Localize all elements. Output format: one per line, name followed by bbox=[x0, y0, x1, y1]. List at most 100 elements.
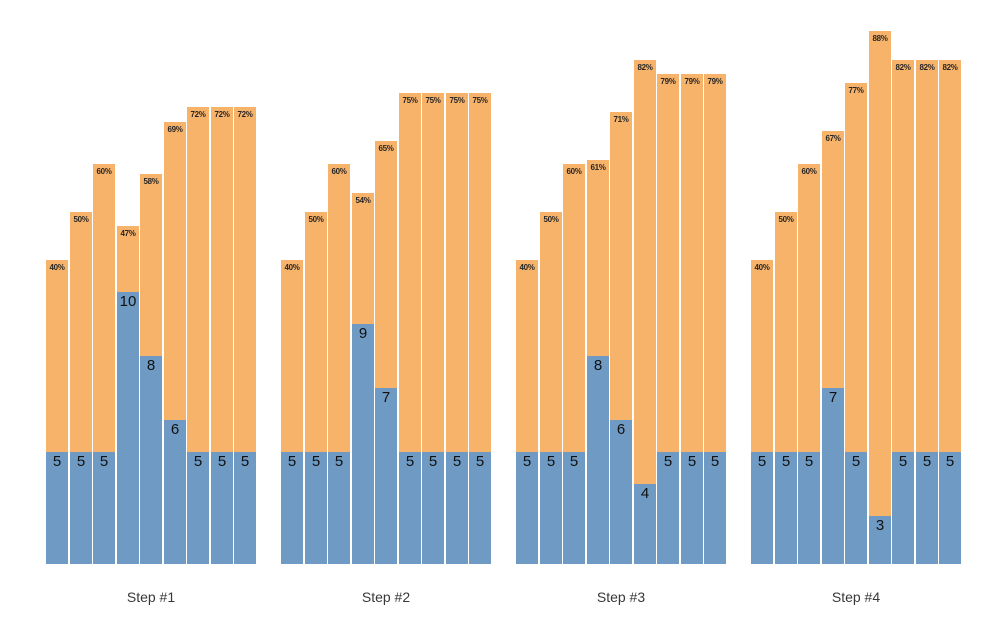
stacked-bar: 69% 6 bbox=[164, 122, 186, 564]
blue-segment: 5 bbox=[798, 452, 820, 564]
pct-label: 58% bbox=[143, 177, 159, 186]
pct-label: 60% bbox=[566, 167, 582, 176]
blue-value-label: 5 bbox=[240, 453, 250, 470]
stacked-bar: 65% 7 bbox=[375, 141, 397, 564]
blue-value-label: 5 bbox=[76, 453, 86, 470]
stacked-bar: 60% 5 bbox=[798, 164, 820, 564]
pct-label: 50% bbox=[308, 215, 324, 224]
blue-segment: 5 bbox=[446, 452, 468, 564]
pct-label: 75% bbox=[449, 96, 465, 105]
blue-segment: 5 bbox=[540, 452, 562, 564]
stacked-bar: 60% 5 bbox=[563, 164, 585, 564]
blue-segment: 5 bbox=[516, 452, 538, 564]
stacked-bar: 54% 9 bbox=[352, 193, 374, 564]
blue-segment: 6 bbox=[610, 420, 632, 564]
blue-segment: 5 bbox=[46, 452, 68, 564]
pct-label: 72% bbox=[237, 110, 253, 119]
blue-segment: 10 bbox=[117, 292, 139, 564]
blue-value-label: 5 bbox=[546, 453, 556, 470]
blue-segment: 5 bbox=[70, 452, 92, 564]
blue-segment: 5 bbox=[916, 452, 938, 564]
pct-label: 69% bbox=[167, 125, 183, 134]
blue-segment: 5 bbox=[939, 452, 961, 564]
pct-label: 50% bbox=[73, 215, 89, 224]
blue-segment: 5 bbox=[328, 452, 350, 564]
stacked-bar: 40% 5 bbox=[751, 260, 773, 564]
step-label: Step #4 bbox=[831, 589, 881, 605]
blue-segment: 5 bbox=[187, 452, 209, 564]
pct-label: 82% bbox=[919, 63, 935, 72]
pct-label: 40% bbox=[519, 263, 535, 272]
blue-value-label: 5 bbox=[405, 453, 415, 470]
pct-label: 61% bbox=[590, 163, 606, 172]
stacked-bar: 50% 5 bbox=[70, 212, 92, 564]
pct-label: 75% bbox=[472, 96, 488, 105]
stacked-bar: 82% 5 bbox=[916, 60, 938, 564]
stacked-bar: 82% 5 bbox=[939, 60, 961, 564]
blue-segment: 5 bbox=[751, 452, 773, 564]
pct-label: 88% bbox=[872, 34, 888, 43]
blue-value-label: 10 bbox=[119, 293, 137, 310]
stacked-bar: 88% 3 bbox=[869, 31, 891, 564]
blue-value-label: 5 bbox=[898, 453, 908, 470]
pct-label: 82% bbox=[895, 63, 911, 72]
blue-segment: 9 bbox=[352, 324, 374, 564]
pct-label: 50% bbox=[778, 215, 794, 224]
blue-segment: 5 bbox=[892, 452, 914, 564]
pct-label: 79% bbox=[660, 77, 676, 86]
blue-value-label: 5 bbox=[334, 453, 344, 470]
blue-segment: 5 bbox=[469, 452, 491, 564]
stacked-bar: 75% 5 bbox=[399, 93, 421, 564]
blue-value-label: 5 bbox=[757, 453, 767, 470]
stacked-bar: 72% 5 bbox=[187, 107, 209, 564]
blue-value-label: 5 bbox=[475, 453, 485, 470]
stacked-bar: 40% 5 bbox=[516, 260, 538, 564]
stacked-bar: 58% 8 bbox=[140, 174, 162, 564]
blue-segment: 7 bbox=[375, 388, 397, 564]
blue-value-label: 5 bbox=[663, 453, 673, 470]
stacked-bar: 79% 5 bbox=[681, 74, 703, 564]
blue-segment: 4 bbox=[634, 484, 656, 564]
blue-segment: 6 bbox=[164, 420, 186, 564]
blue-value-label: 4 bbox=[640, 485, 650, 502]
blue-value-label: 5 bbox=[851, 453, 861, 470]
blue-value-label: 5 bbox=[287, 453, 297, 470]
pct-label: 50% bbox=[543, 215, 559, 224]
step-label: Step #3 bbox=[596, 589, 646, 605]
blue-segment: 3 bbox=[869, 516, 891, 564]
blue-value-label: 5 bbox=[522, 453, 532, 470]
blue-value-label: 5 bbox=[428, 453, 438, 470]
stacked-bar: 82% 5 bbox=[892, 60, 914, 564]
stacked-bar: 72% 5 bbox=[211, 107, 233, 564]
stacked-bar: 50% 5 bbox=[305, 212, 327, 564]
blue-segment: 5 bbox=[211, 452, 233, 564]
pct-label: 60% bbox=[801, 167, 817, 176]
blue-value-label: 5 bbox=[452, 453, 462, 470]
pct-label: 54% bbox=[355, 196, 371, 205]
blue-value-label: 5 bbox=[781, 453, 791, 470]
blue-value-label: 6 bbox=[616, 421, 626, 438]
blue-value-label: 7 bbox=[828, 389, 838, 406]
blue-value-label: 5 bbox=[710, 453, 720, 470]
blue-segment: 5 bbox=[93, 452, 115, 564]
step-label: Step #1 bbox=[126, 589, 176, 605]
stacked-bar: 71% 6 bbox=[610, 112, 632, 564]
blue-segment: 5 bbox=[305, 452, 327, 564]
stacked-bar: 79% 5 bbox=[704, 74, 726, 564]
stacked-bar: 75% 5 bbox=[469, 93, 491, 564]
stacked-bar: 47% 10 bbox=[117, 226, 139, 564]
stacked-bar: 79% 5 bbox=[657, 74, 679, 564]
blue-value-label: 5 bbox=[922, 453, 932, 470]
blue-value-label: 5 bbox=[804, 453, 814, 470]
pct-label: 40% bbox=[49, 263, 65, 272]
blue-segment: 5 bbox=[657, 452, 679, 564]
blue-segment: 5 bbox=[422, 452, 444, 564]
blue-value-label: 9 bbox=[358, 325, 368, 342]
pct-label: 79% bbox=[684, 77, 700, 86]
pct-label: 75% bbox=[425, 96, 441, 105]
pct-label: 65% bbox=[378, 144, 394, 153]
blue-value-label: 5 bbox=[52, 453, 62, 470]
blue-value-label: 6 bbox=[170, 421, 180, 438]
blue-value-label: 5 bbox=[193, 453, 203, 470]
stacked-bar: 75% 5 bbox=[446, 93, 468, 564]
